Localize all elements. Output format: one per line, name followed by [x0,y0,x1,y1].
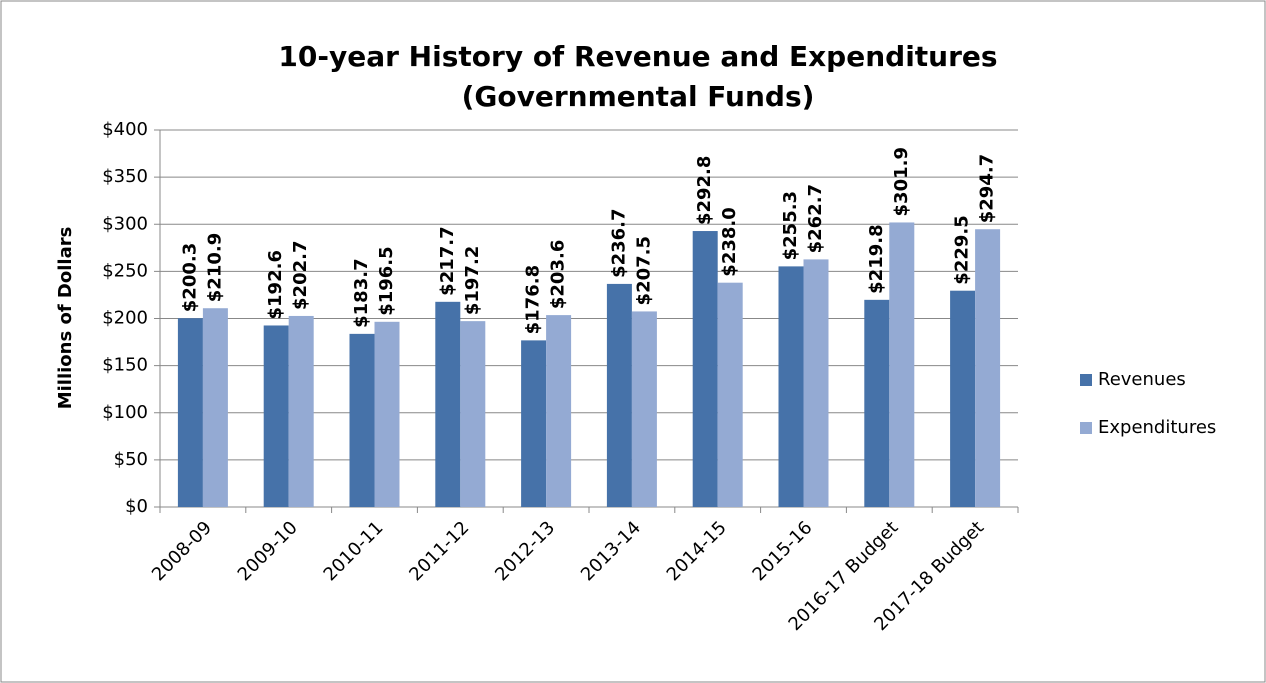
bar [177,318,203,507]
y-tick-label: $400 [102,119,148,140]
legend-label: Expenditures [1098,417,1216,438]
bar [521,340,547,507]
bar [692,231,718,507]
data-label: $210.9 [204,233,225,302]
y-tick-label: $100 [102,402,148,423]
data-label: $200.3 [179,243,200,312]
data-label: $207.5 [633,236,654,305]
y-tick-label: $150 [102,355,148,376]
bar [889,222,915,508]
bar [778,266,804,507]
bar [975,229,1001,508]
data-label: $197.2 [462,246,483,315]
data-label: $219.8 [866,224,887,293]
bar [546,315,572,507]
data-label: $301.9 [891,147,912,216]
y-tick-label: $250 [102,260,148,281]
bar [717,282,743,507]
bar [606,283,632,507]
bar [803,259,829,507]
y-tick-label: $300 [102,213,148,234]
data-label: $183.7 [351,258,372,327]
data-label: $203.6 [548,240,569,309]
chart-title: 10-year History of Revenue and Expenditu… [278,40,997,73]
bar [349,333,375,507]
data-label: $202.7 [290,240,311,309]
data-label: $196.5 [376,246,397,315]
y-tick-label: $200 [102,308,148,329]
bar [864,299,890,507]
legend-swatch [1080,422,1092,434]
data-label: $236.7 [608,208,629,277]
bar [950,290,976,507]
y-tick-label: $0 [125,496,148,517]
data-label: $238.0 [719,207,740,276]
data-label: $294.7 [977,154,998,223]
bar [263,325,289,507]
data-label: $262.7 [805,184,826,253]
data-label: $192.6 [265,250,286,319]
data-label: $292.8 [694,156,715,225]
chart-title: (Governmental Funds) [462,80,815,113]
legend-swatch [1080,374,1092,386]
bar [460,321,486,507]
legend-label: Revenues [1098,369,1186,390]
bar [374,321,400,507]
y-tick-label: $50 [114,449,148,470]
bar [631,311,657,507]
y-tick-label: $350 [102,166,148,187]
data-label: $217.7 [437,226,458,295]
bar [435,301,461,507]
y-axis-label: Millions of Dollars [55,227,76,410]
data-label: $229.5 [952,215,973,284]
bar [288,315,314,507]
data-label: $255.3 [780,191,801,260]
bar [202,308,228,507]
data-label: $176.8 [523,265,544,334]
